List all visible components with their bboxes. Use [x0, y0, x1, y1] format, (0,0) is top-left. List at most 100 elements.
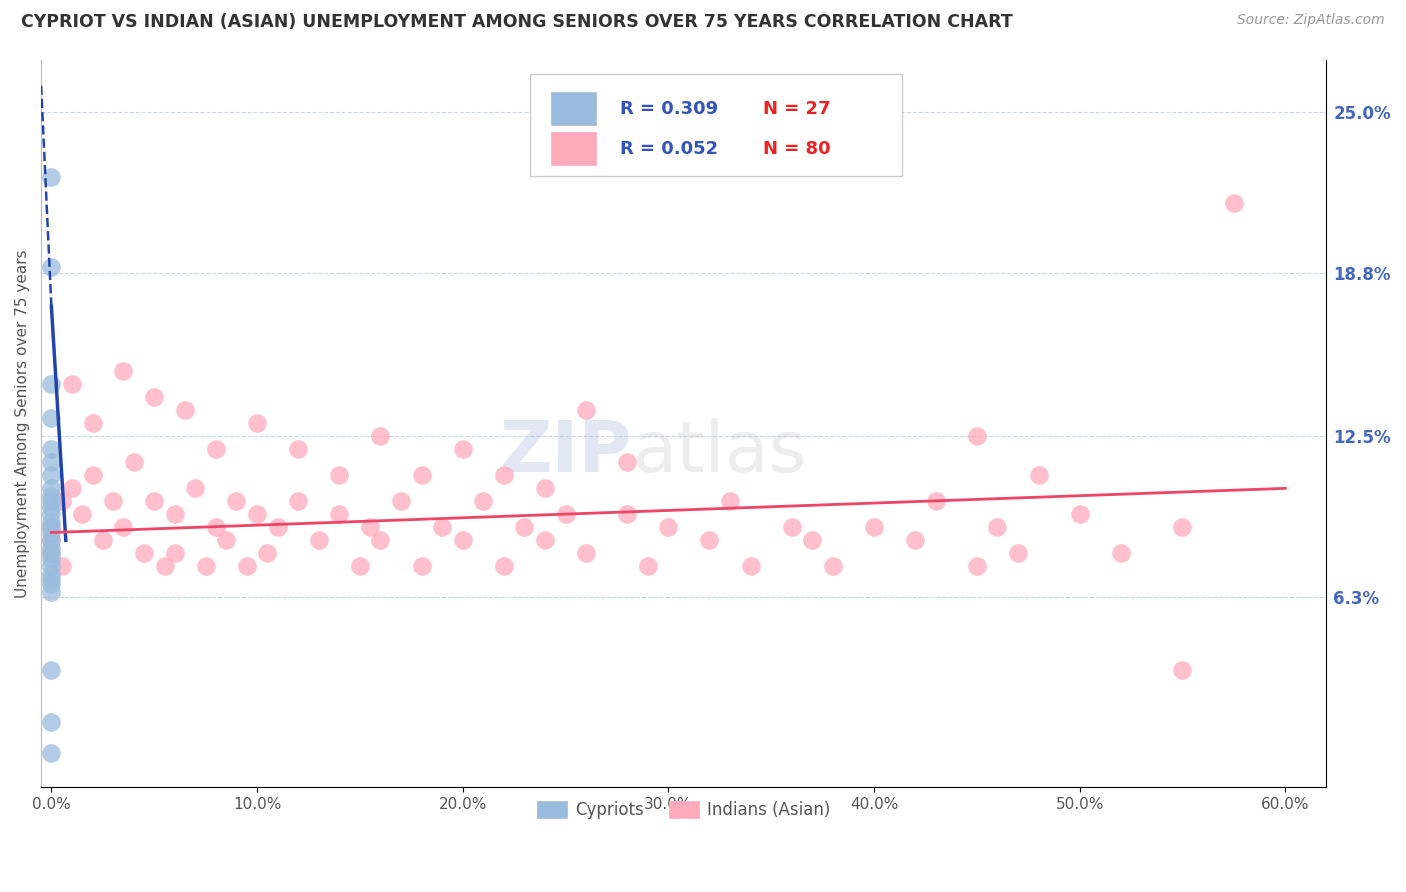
Point	[41, 377, 63, 392]
Point	[51, 559, 73, 574]
Point	[308, 533, 330, 548]
Point	[718, 494, 741, 508]
Point	[451, 442, 474, 457]
Point	[1171, 520, 1194, 534]
Point	[60, 377, 83, 392]
Point	[904, 533, 927, 548]
Point	[575, 546, 598, 560]
Point	[246, 417, 269, 431]
Point	[41, 468, 63, 483]
Point	[41, 489, 63, 503]
Point	[925, 494, 948, 508]
Y-axis label: Unemployment Among Seniors over 75 years: Unemployment Among Seniors over 75 years	[15, 249, 30, 598]
Point	[966, 429, 988, 443]
Point	[801, 533, 824, 548]
Point	[863, 520, 886, 534]
Point	[41, 715, 63, 730]
Bar	[551, 132, 596, 165]
Point	[41, 663, 63, 677]
Point	[41, 546, 63, 560]
Point	[82, 468, 104, 483]
Point	[101, 494, 124, 508]
Point	[534, 481, 557, 495]
Text: CYPRIOT VS INDIAN (ASIAN) UNEMPLOYMENT AMONG SENIORS OVER 75 YEARS CORRELATION C: CYPRIOT VS INDIAN (ASIAN) UNEMPLOYMENT A…	[21, 13, 1012, 31]
Point	[359, 520, 381, 534]
Point	[246, 508, 269, 522]
Point	[411, 468, 433, 483]
Point	[41, 260, 63, 275]
Point	[225, 494, 247, 508]
Point	[492, 559, 515, 574]
Point	[41, 481, 63, 495]
Point	[41, 455, 63, 469]
Text: Source: ZipAtlas.com: Source: ZipAtlas.com	[1237, 13, 1385, 28]
Point	[122, 455, 145, 469]
Point	[70, 508, 93, 522]
Point	[132, 546, 155, 560]
Point	[1171, 663, 1194, 677]
Point	[41, 533, 63, 548]
Point	[740, 559, 762, 574]
Point	[451, 533, 474, 548]
Point	[41, 500, 63, 514]
Point	[328, 468, 350, 483]
Point	[153, 559, 176, 574]
Bar	[551, 93, 596, 125]
Point	[91, 533, 114, 548]
Point	[370, 533, 392, 548]
Point	[215, 533, 238, 548]
Point	[184, 481, 207, 495]
Point	[41, 169, 63, 184]
Point	[472, 494, 495, 508]
Point	[575, 403, 598, 417]
Point	[287, 442, 309, 457]
Point	[143, 494, 166, 508]
Point	[637, 559, 659, 574]
Point	[194, 559, 217, 574]
Point	[163, 508, 186, 522]
Point	[41, 559, 63, 574]
Point	[349, 559, 371, 574]
Point	[82, 417, 104, 431]
Point	[112, 520, 135, 534]
Point	[174, 403, 197, 417]
Point	[966, 559, 988, 574]
Point	[41, 541, 63, 555]
Point	[1069, 508, 1091, 522]
Point	[41, 494, 63, 508]
Point	[41, 551, 63, 566]
Point	[41, 577, 63, 591]
Point	[492, 468, 515, 483]
Point	[143, 391, 166, 405]
Point	[41, 533, 63, 548]
Point	[236, 559, 259, 574]
Point	[1028, 468, 1050, 483]
FancyBboxPatch shape	[530, 74, 903, 176]
Point	[41, 515, 63, 529]
Point	[51, 494, 73, 508]
Point	[41, 585, 63, 599]
Point	[41, 508, 63, 522]
Point	[616, 455, 638, 469]
Point	[780, 520, 803, 534]
Point	[287, 494, 309, 508]
Point	[41, 567, 63, 582]
Point	[256, 546, 278, 560]
Text: N = 27: N = 27	[763, 100, 831, 118]
Point	[657, 520, 679, 534]
Text: N = 80: N = 80	[763, 140, 831, 158]
Legend: Cypriots, Indians (Asian): Cypriots, Indians (Asian)	[530, 795, 838, 826]
Point	[205, 442, 228, 457]
Point	[513, 520, 536, 534]
Point	[699, 533, 721, 548]
Point	[1007, 546, 1029, 560]
Point	[616, 508, 638, 522]
Point	[821, 559, 844, 574]
Point	[41, 546, 63, 560]
Point	[430, 520, 453, 534]
Point	[986, 520, 1008, 534]
Point	[266, 520, 288, 534]
Point	[205, 520, 228, 534]
Point	[411, 559, 433, 574]
Text: R = 0.052: R = 0.052	[620, 140, 717, 158]
